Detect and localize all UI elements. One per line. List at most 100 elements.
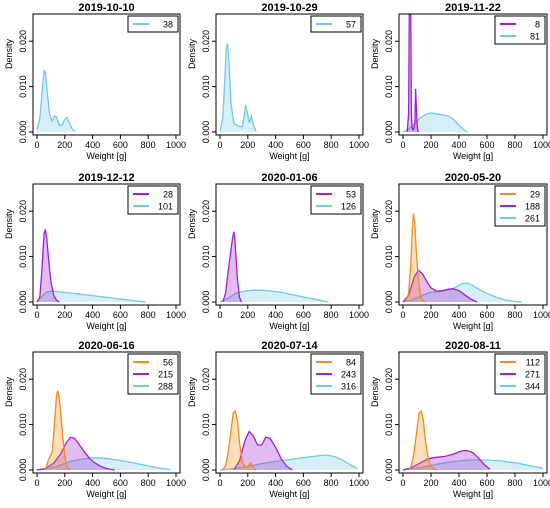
- series-group: [219, 409, 358, 471]
- legend-label: 84: [346, 358, 356, 368]
- y-tick-label: 0.020: [18, 30, 28, 53]
- x-axis-label: Weight [g]: [269, 489, 309, 499]
- panel-title: 2020-05-20: [445, 172, 501, 184]
- x-tick-label: 800: [507, 140, 522, 150]
- y-tick-label: 0.010: [18, 245, 28, 268]
- plot-frame: [215, 351, 364, 474]
- density-line-38: [36, 69, 75, 132]
- legend-box: [127, 15, 179, 33]
- plot-frame: [215, 183, 364, 306]
- y-tick-label: 0.020: [201, 200, 211, 223]
- legend-box: [127, 185, 179, 215]
- legend-label: 56: [163, 358, 173, 368]
- y-axis-label: Density: [4, 376, 14, 407]
- y-tick-label: 0.000: [201, 459, 211, 482]
- x-tick-label: 800: [507, 478, 522, 488]
- x-tick-label: 400: [85, 478, 100, 488]
- x-tick-label: 400: [268, 310, 283, 320]
- series-group: [402, 213, 523, 303]
- x-axis-label: Weight [g]: [86, 151, 126, 161]
- density-line-8: [406, 14, 420, 133]
- y-tick-label: 0.000: [18, 121, 28, 144]
- x-tick-label: 600: [113, 140, 128, 150]
- density-area-126: [220, 290, 329, 302]
- y-axis-label: Density: [4, 38, 14, 69]
- x-tick-label: 1000: [349, 310, 369, 320]
- density-line-57: [219, 43, 257, 132]
- series-group: [219, 231, 329, 303]
- x-tick-label: 600: [296, 140, 311, 150]
- density-area-288: [37, 457, 171, 470]
- x-tick-label: 200: [57, 140, 72, 150]
- x-tick-label: 0: [217, 140, 222, 150]
- x-tick-label: 0: [34, 478, 39, 488]
- legend: 112 271 344: [494, 353, 546, 395]
- y-tick-label: 0.020: [18, 368, 28, 391]
- x-tick-label: 0: [217, 310, 222, 320]
- series-group: [402, 14, 468, 133]
- legend-label: 81: [530, 32, 540, 42]
- density-line-126: [219, 289, 329, 303]
- x-tick-label: 400: [268, 478, 283, 488]
- x-tick-label: 200: [423, 140, 438, 150]
- plot-frame: [32, 183, 181, 306]
- y-axis-label: Density: [187, 376, 197, 407]
- legend-label: 271: [525, 370, 540, 380]
- density-area-316: [220, 455, 358, 470]
- x-tick-label: 1000: [166, 310, 186, 320]
- panel-1: 2019-10-29 0 200 400 600 800 1000 0.000 0.010 0.0…: [187, 2, 369, 161]
- legend: 29 188 261: [494, 185, 546, 227]
- x-tick-label: 200: [240, 140, 255, 150]
- legend-label: 101: [158, 202, 173, 212]
- x-tick-label: 0: [34, 310, 39, 320]
- panel-title: 2020-06-16: [78, 340, 134, 352]
- x-tick-label: 600: [113, 478, 128, 488]
- legend-label: 261: [525, 214, 540, 224]
- plot-frame: [398, 13, 548, 136]
- y-tick-label: 0.000: [384, 291, 394, 314]
- y-tick-label: 0.020: [201, 368, 211, 391]
- x-tick-label: 600: [296, 478, 311, 488]
- x-tick-label: 400: [451, 310, 466, 320]
- panel-6: 2020-06-16 0 200 400 600 800 1000 0.000 0.010 0.0…: [4, 340, 186, 499]
- y-tick-label: 0.010: [18, 413, 28, 436]
- density-area-28: [37, 229, 60, 302]
- density-line-215: [36, 436, 115, 471]
- x-axis-label: Weight [g]: [269, 151, 309, 161]
- legend-box: [310, 185, 362, 215]
- x-tick-label: 200: [240, 478, 255, 488]
- x-tick-label: 400: [451, 140, 466, 150]
- x-axis-label: Weight [g]: [453, 489, 493, 499]
- density-line-29: [405, 213, 426, 303]
- panel-3: 2019-12-12 0 200 400 600 800 1000 0.000 0.010 0.0…: [4, 172, 186, 331]
- density-area-84: [222, 411, 257, 470]
- density-line-261: [402, 282, 523, 303]
- panel-title: 2020-08-11: [445, 340, 501, 352]
- series-group: [219, 43, 257, 132]
- x-tick-label: 0: [400, 140, 405, 150]
- x-tick-label: 0: [217, 478, 222, 488]
- density-area-215: [37, 437, 115, 470]
- density-line-112: [408, 409, 437, 471]
- y-tick-label: 0.000: [384, 121, 394, 144]
- series-group: [36, 69, 75, 132]
- x-tick-label: 600: [113, 310, 128, 320]
- y-axis-label: Density: [4, 208, 14, 239]
- panel-4: 2020-01-06 0 200 400 600 800 1000 0.000 0.010 0.0…: [187, 172, 369, 331]
- legend-label: 8: [535, 20, 540, 30]
- y-tick-label: 0.010: [18, 75, 28, 98]
- x-tick-label: 200: [423, 310, 438, 320]
- x-axis-label: Weight [g]: [453, 321, 493, 331]
- plot-frame: [32, 351, 181, 474]
- y-axis-label: Density: [370, 376, 380, 407]
- x-tick-label: 0: [400, 310, 405, 320]
- x-tick-label: 1000: [533, 140, 550, 150]
- y-tick-label: 0.000: [18, 291, 28, 314]
- x-tick-label: 1000: [166, 478, 186, 488]
- x-tick-label: 800: [141, 478, 156, 488]
- x-tick-label: 200: [423, 478, 438, 488]
- x-tick-label: 1000: [533, 310, 550, 320]
- panel-title: 2019-12-12: [78, 172, 134, 184]
